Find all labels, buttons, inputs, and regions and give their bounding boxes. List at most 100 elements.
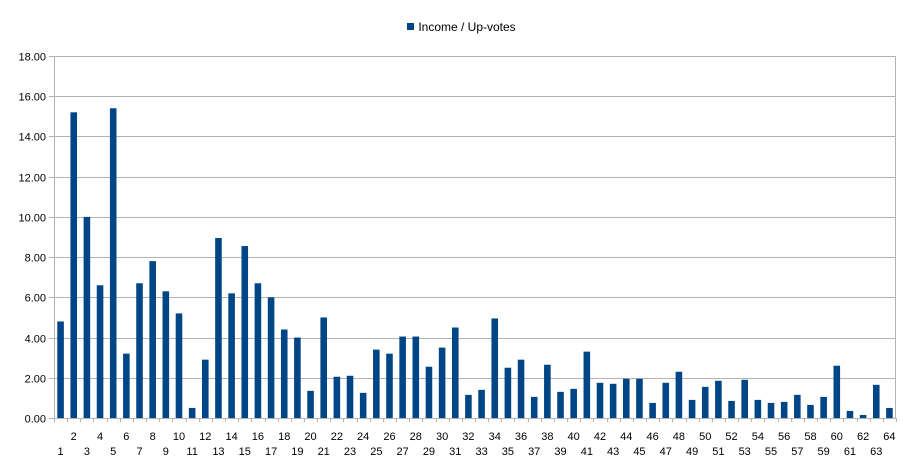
bar-11: [188, 407, 196, 418]
x-tick-label: 37: [528, 446, 540, 458]
x-tick-label: 22: [331, 431, 343, 443]
bar-39: [557, 391, 564, 418]
y-tick-label: 2.00: [25, 374, 46, 386]
y-tick-label: 6.00: [25, 293, 46, 305]
bar-50: [701, 386, 709, 418]
bar-32: [465, 394, 472, 418]
x-tick-label: 32: [462, 431, 474, 443]
bar-46: [649, 402, 656, 418]
bar-55: [767, 402, 775, 418]
bar-33: [478, 389, 485, 418]
x-tick-label: 35: [502, 446, 514, 458]
x-tick-label: 20: [304, 431, 316, 443]
bar-59: [820, 396, 827, 418]
x-tick-label: 28: [410, 431, 422, 443]
x-tick-label: 13: [212, 446, 224, 458]
x-tick-label: 38: [541, 431, 553, 443]
x-tick-label: 5: [110, 446, 116, 458]
x-tick-label: 61: [844, 446, 856, 458]
chart-legend: Income / Up-votes: [0, 20, 923, 34]
x-tick-label: 8: [150, 431, 156, 443]
bar-19: [294, 337, 301, 418]
x-tick-label: 16: [252, 431, 264, 443]
y-tick-label: 18.00: [18, 52, 46, 64]
bar-15: [241, 246, 249, 418]
bar-25: [373, 349, 380, 418]
x-tick-label: 10: [173, 431, 185, 443]
bar-17: [267, 297, 275, 418]
bar-24: [359, 392, 367, 418]
x-tick-label: 31: [449, 446, 461, 458]
bar-3: [83, 216, 91, 418]
y-tick-label: 0.00: [25, 414, 46, 426]
x-tick-label: 49: [686, 446, 698, 458]
x-tick-label: 6: [123, 431, 129, 443]
bar-12: [202, 359, 209, 418]
x-tick-label: 24: [357, 431, 369, 443]
x-tick-label: 9: [163, 446, 169, 458]
x-tick-label: 55: [765, 446, 777, 458]
x-tick-label: 54: [752, 431, 764, 443]
bar-43: [609, 383, 617, 418]
x-tick-label: 18: [278, 431, 290, 443]
x-tick-label: 52: [725, 431, 737, 443]
bar-44: [623, 378, 630, 418]
y-tick-label: 10.00: [18, 213, 46, 225]
x-tick-label: 60: [831, 431, 843, 443]
x-tick-label: 39: [554, 446, 566, 458]
x-tick-label: 19: [291, 446, 303, 458]
bar-23: [346, 375, 354, 418]
bar-29: [425, 366, 433, 418]
x-tick-label: 42: [594, 431, 606, 443]
x-tick-label: 64: [883, 431, 895, 443]
x-tick-label: 33: [475, 446, 487, 458]
x-tick-label: 17: [265, 446, 277, 458]
bar-9: [162, 291, 170, 418]
y-tick-label: 12.00: [18, 173, 46, 185]
bar-18: [280, 329, 288, 418]
bar-34: [491, 318, 499, 418]
x-tick-label: 47: [660, 446, 672, 458]
x-tick-label: 27: [397, 446, 409, 458]
bar-5: [109, 108, 117, 418]
bar-21: [320, 317, 327, 418]
bar-56: [780, 401, 788, 418]
x-tick-label: 7: [136, 446, 142, 458]
bar-54: [754, 399, 762, 418]
x-tick-label: 36: [515, 431, 527, 443]
bar-31: [451, 327, 459, 418]
x-tick-label: 51: [712, 446, 724, 458]
x-tick-label: 40: [568, 431, 580, 443]
bar-4: [96, 285, 104, 418]
x-tick-label: 25: [370, 446, 382, 458]
bar-37: [530, 396, 538, 418]
x-tick-label: 58: [804, 431, 816, 443]
bar-28: [412, 336, 420, 418]
x-tick-label: 48: [673, 431, 685, 443]
x-tick-label: 26: [383, 431, 395, 443]
bar-1: [57, 321, 64, 418]
x-tick-label: 11: [186, 446, 197, 458]
x-tick-label: 30: [436, 431, 448, 443]
bar-51: [715, 380, 722, 418]
y-tick-label: 8.00: [25, 253, 46, 265]
bar-6: [123, 353, 130, 418]
x-tick-label: 50: [699, 431, 711, 443]
bar-10: [175, 313, 183, 418]
bar-64: [886, 407, 893, 418]
bar-8: [149, 261, 156, 418]
bar-2: [70, 112, 78, 418]
bar-30: [438, 347, 446, 418]
bar-57: [794, 394, 801, 418]
y-tick-label: 4.00: [25, 334, 46, 346]
x-tick-label: 41: [581, 446, 593, 458]
bar-63: [872, 384, 880, 418]
bar-14: [228, 293, 235, 418]
x-tick-label: 21: [318, 446, 330, 458]
x-tick-label: 1: [58, 446, 64, 458]
bar-38: [544, 364, 551, 418]
bar-40: [570, 388, 577, 418]
x-tick-label: 44: [620, 431, 632, 443]
x-tick-label: 4: [97, 431, 103, 443]
